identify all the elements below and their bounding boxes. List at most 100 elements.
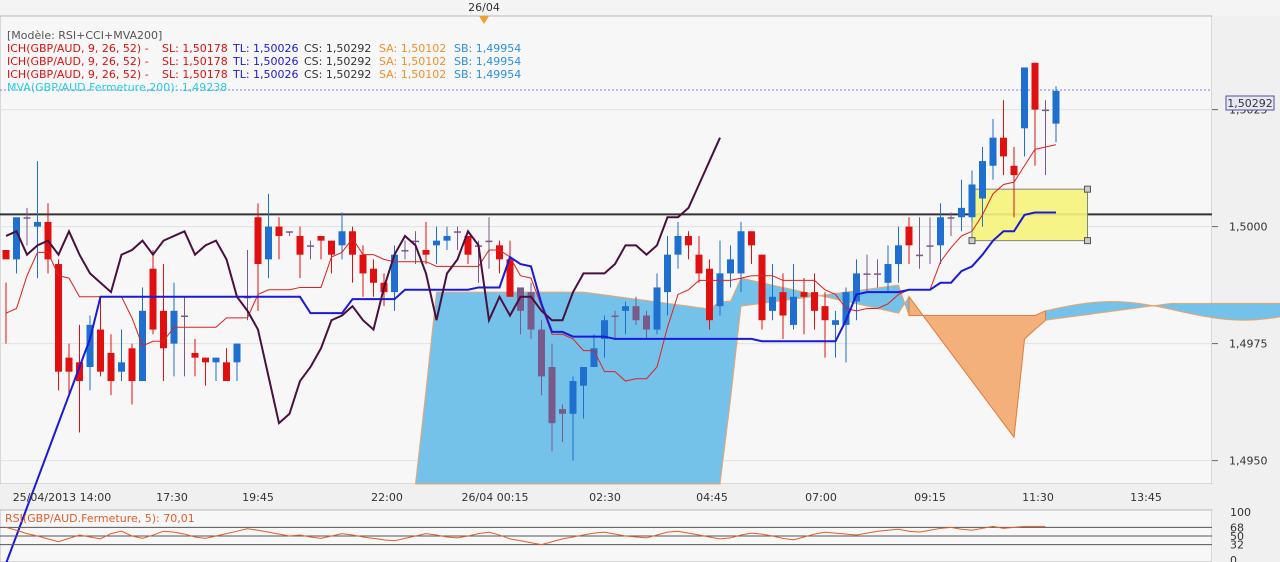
- candle-body: [937, 217, 944, 246]
- candle-body: [601, 320, 608, 339]
- candle-body: [947, 217, 955, 219]
- candle-body: [97, 329, 104, 372]
- candle-body: [821, 306, 829, 321]
- candle-body: [181, 315, 188, 318]
- candle-body: [800, 292, 808, 297]
- candle-body: [853, 273, 860, 302]
- time-tick-label: 04:45: [696, 491, 728, 504]
- candle-body: [769, 296, 776, 311]
- rsi-tick-label: 100: [1230, 506, 1251, 519]
- zone-handle: [1084, 185, 1091, 193]
- candle-body: [391, 254, 398, 293]
- candle-body: [674, 235, 682, 255]
- last-price-label: 1,50292: [1227, 97, 1273, 110]
- candle-body: [737, 231, 745, 274]
- candle-body: [895, 245, 902, 265]
- candle-body: [212, 357, 220, 363]
- candle-body: [149, 268, 157, 330]
- candle-body: [286, 231, 293, 233]
- legend-ich-prefix: ICH(GBP/AUD, 9, 26, 52) -: [7, 55, 149, 68]
- candle-body: [1042, 109, 1049, 112]
- rsi-axis: [1212, 510, 1280, 562]
- legend-ich-cs: CS: 1,50292: [304, 42, 371, 55]
- cloud-area-bearish: [908, 295, 1046, 439]
- time-axis[interactable]: [0, 484, 1280, 510]
- candle-body: [454, 231, 461, 233]
- rsi-tick-label: 32: [1230, 539, 1244, 552]
- tenkan-line: [5, 144, 1057, 382]
- rsi-title: RSI(GBP/AUD.Fermeture, 5): 70,01: [5, 512, 195, 525]
- candle-body: [884, 264, 892, 283]
- candle-body: [569, 381, 577, 414]
- candle-body: [422, 250, 430, 255]
- candle-body: [349, 231, 356, 255]
- price-tick-label: 1,4950: [1229, 455, 1268, 468]
- legend-ich-line-1: ICH(GBP/AUD, 9, 26, 52) - SL: 1,50178 TL…: [7, 42, 521, 55]
- candle-body: [979, 161, 986, 199]
- legend-ich-sb: SB: 1,49954: [454, 68, 521, 81]
- candle-body: [748, 231, 755, 246]
- candle-body: [496, 245, 503, 260]
- candle-body: [65, 357, 73, 372]
- candle-body: [664, 254, 671, 293]
- legend-ich-cs: CS: 1,50292: [304, 68, 371, 81]
- candle-body: [485, 240, 493, 243]
- legend-ich-sa: SA: 1,50102: [379, 55, 446, 68]
- candle-body: [359, 254, 367, 274]
- candle-body: [1052, 90, 1060, 124]
- candle-body: [1010, 165, 1018, 176]
- legend-ich-sl: SL: 1,50178: [162, 68, 228, 81]
- legend-ich-sl: SL: 1,50178: [162, 42, 228, 55]
- candle-body: [863, 273, 871, 275]
- legend-ich-sl: SL: 1,50178: [162, 55, 228, 68]
- legend-ich-tl: TL: 1,50026: [232, 55, 299, 68]
- candle-body: [832, 320, 839, 325]
- candle-body: [275, 226, 283, 236]
- time-tick-label: 02:30: [589, 491, 621, 504]
- candle-body: [307, 245, 314, 247]
- candle-body: [653, 287, 661, 330]
- price-axis[interactable]: [1212, 16, 1280, 484]
- candle-body: [107, 352, 115, 382]
- candle-body: [527, 292, 535, 330]
- candle-body: [443, 235, 451, 241]
- candle-body: [559, 409, 566, 414]
- candle-body: [622, 306, 629, 311]
- candle-body: [13, 217, 20, 260]
- time-tick-labels: 25/04/2013 14:00 17:30 19:45 22:00 26/04 00:…: [13, 491, 1162, 504]
- candle-body: [590, 348, 598, 367]
- highlight-zone[interactable]: [968, 185, 1091, 245]
- candle-body: [118, 362, 125, 372]
- candle-body: [905, 226, 913, 246]
- candle-body: [758, 254, 766, 321]
- date-marker-label: 26/04: [468, 1, 500, 14]
- candle-body: [695, 254, 703, 274]
- candle-body: [643, 315, 650, 330]
- candle-body: [55, 264, 62, 372]
- legend: [Modèle: RSI+CCI+MVA200] ICH(GBP/AUD, 9,…: [7, 29, 521, 94]
- time-tick-label: 11:30: [1022, 491, 1054, 504]
- candlesticks[interactable]: [2, 62, 1060, 461]
- candle-body: [1000, 137, 1007, 157]
- candle-body: [685, 235, 692, 246]
- candle-body: [202, 357, 209, 363]
- time-tick-label: 19:45: [242, 491, 274, 504]
- candle-body: [296, 235, 304, 255]
- legend-ich-sa: SA: 1,50102: [379, 68, 446, 81]
- legend-ich-prefix: ICH(GBP/AUD, 9, 26, 52) -: [7, 42, 149, 55]
- candle-body: [76, 362, 83, 382]
- candle-body: [317, 235, 325, 241]
- legend-model: [Modèle: RSI+CCI+MVA200]: [7, 29, 162, 42]
- zone-handle: [968, 237, 976, 245]
- candle-body: [706, 268, 713, 321]
- rsi-tick-label: 0: [1230, 554, 1237, 562]
- candle-body: [328, 240, 335, 255]
- candle-body: [160, 310, 167, 349]
- candle-body: [632, 306, 640, 321]
- zone-rect: [971, 188, 1088, 242]
- candle-body: [517, 287, 524, 311]
- last-price-badge: [1225, 95, 1275, 111]
- date-marker-arrow[interactable]: [479, 16, 489, 24]
- rsi-tick-label: 68: [1230, 521, 1244, 534]
